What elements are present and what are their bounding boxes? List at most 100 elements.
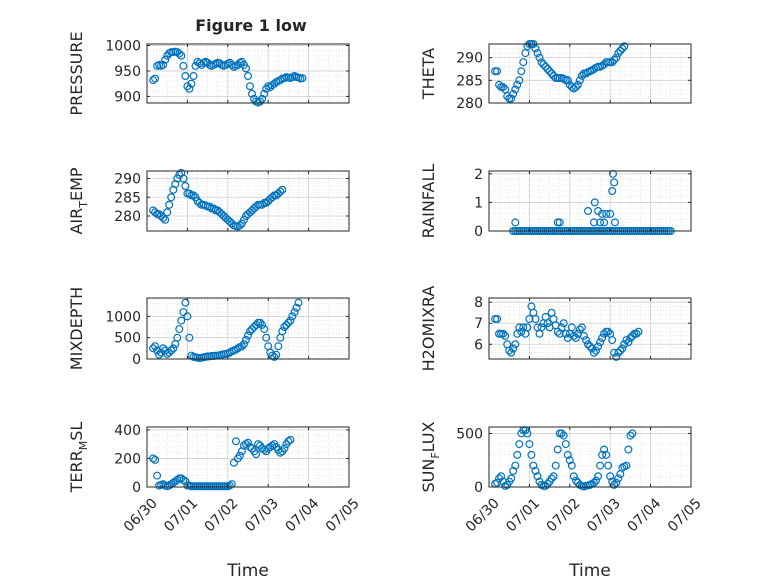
data-point xyxy=(270,352,279,361)
data-point xyxy=(181,477,190,486)
data-point xyxy=(242,335,251,344)
y-tick-label: 0 xyxy=(132,352,141,368)
data-point xyxy=(628,429,637,438)
data-point xyxy=(573,80,582,89)
y-axis-label: PRESSURE xyxy=(67,31,86,115)
data-point xyxy=(602,450,611,459)
data-point xyxy=(231,345,240,354)
y-tick-label: 2 xyxy=(474,167,483,183)
data-point xyxy=(183,312,192,321)
data-point xyxy=(179,475,188,484)
data-point xyxy=(254,440,263,449)
data-point xyxy=(244,438,253,447)
data-point xyxy=(596,218,605,227)
data-point xyxy=(511,340,520,349)
data-point xyxy=(515,440,524,449)
figure-title: Figure 1 low xyxy=(195,16,307,35)
y-axis-label: SUNFLUX xyxy=(419,421,442,492)
data-point xyxy=(507,474,516,483)
y-axis-label: H2OMIXRA xyxy=(419,286,438,372)
y-tick-label: 0 xyxy=(474,224,483,240)
data-point xyxy=(606,472,615,481)
data-point xyxy=(547,69,556,78)
data-point xyxy=(577,71,586,80)
data-point xyxy=(493,315,502,324)
data-point xyxy=(256,318,265,327)
axes-box xyxy=(488,170,692,232)
data-point xyxy=(165,200,174,209)
data-point xyxy=(604,327,613,336)
data-point xyxy=(610,480,619,489)
axes-box xyxy=(488,426,692,488)
data-point xyxy=(252,450,261,459)
data-point xyxy=(571,83,580,92)
data-point xyxy=(565,456,574,465)
data-point xyxy=(159,60,168,69)
data-point xyxy=(248,89,257,98)
axes-box xyxy=(146,426,350,488)
data-point xyxy=(592,346,601,355)
y-tick-label: 0 xyxy=(474,480,483,496)
data-point xyxy=(606,209,615,218)
data-point xyxy=(587,66,596,75)
data-point xyxy=(575,325,584,334)
y-tick-label: 6 xyxy=(474,337,483,353)
data-point xyxy=(541,62,550,71)
data-point xyxy=(185,189,194,198)
data-point xyxy=(179,174,188,183)
y-axis-label: THETA xyxy=(419,48,438,100)
data-point xyxy=(511,461,520,470)
y-tick-label: 285 xyxy=(456,73,483,89)
data-point xyxy=(596,338,605,347)
data-point xyxy=(246,327,255,336)
data-point xyxy=(167,193,176,202)
y-tick-label: 0 xyxy=(132,480,141,496)
data-point xyxy=(616,46,625,55)
subplot-rainfall: 0 1 2 RAINFALL xyxy=(419,164,692,240)
data-point xyxy=(252,320,261,329)
data-point xyxy=(614,474,623,483)
data-point xyxy=(575,76,584,85)
data-point xyxy=(286,435,295,444)
subplot-theta: 280 285 290 THETA xyxy=(419,39,692,112)
data-point xyxy=(628,331,637,340)
y-tick-label: 290 xyxy=(114,172,141,188)
data-point xyxy=(237,342,246,351)
y-tick-label: 1000 xyxy=(105,39,141,55)
axes-box xyxy=(146,170,350,232)
y-tick-label: 500 xyxy=(456,426,483,442)
data-point xyxy=(531,315,540,324)
data-point xyxy=(549,472,558,481)
data-point xyxy=(545,67,554,76)
data-point xyxy=(268,441,277,450)
data-point xyxy=(523,323,532,332)
data-point xyxy=(235,451,244,460)
x-axis-label: Time xyxy=(226,561,269,581)
data-point xyxy=(579,331,588,340)
data-point xyxy=(151,342,160,351)
data-point xyxy=(571,334,580,343)
data-point xyxy=(258,94,267,103)
data-point xyxy=(517,67,526,76)
data-point xyxy=(185,84,194,93)
data-point xyxy=(270,79,279,88)
data-series xyxy=(149,47,307,107)
data-point xyxy=(179,308,188,317)
data-point xyxy=(608,336,617,345)
data-point xyxy=(187,79,196,88)
y-axis-label: MIXDEPTH xyxy=(67,287,86,370)
axes-box xyxy=(146,43,350,104)
data-point xyxy=(161,215,170,224)
data-point xyxy=(493,478,502,487)
data-point xyxy=(596,461,605,470)
data-point xyxy=(620,42,629,51)
data-point xyxy=(527,450,536,459)
axes-box xyxy=(488,297,692,360)
data-point xyxy=(559,319,568,328)
data-point xyxy=(537,58,546,67)
data-point xyxy=(260,325,269,334)
data-point xyxy=(583,340,592,349)
y-tick-label: 950 xyxy=(114,64,141,80)
data-series xyxy=(491,302,643,361)
